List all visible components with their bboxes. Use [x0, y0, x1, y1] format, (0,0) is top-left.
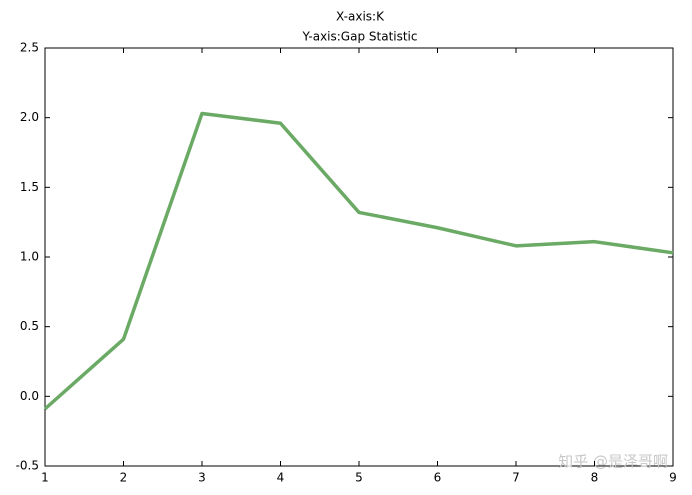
- x-tick-label: 5: [355, 471, 363, 485]
- plot-frame: [44, 47, 674, 467]
- data-line: [43, 111, 674, 411]
- watermark: 知乎 @是泽哥啊: [558, 453, 668, 471]
- y-tick-label: 1.0: [20, 250, 39, 264]
- y-tick-label: 2.5: [20, 41, 39, 55]
- x-tick-label: 4: [277, 471, 285, 485]
- x-tick-label: 1: [41, 471, 49, 485]
- x-tick-label: 7: [512, 471, 520, 485]
- x-tick-label: 6: [434, 471, 442, 485]
- y-tick-label: -0.5: [16, 459, 39, 473]
- y-tick-label: 2.0: [20, 110, 39, 124]
- chart-title: X-axis:K: [336, 10, 385, 24]
- x-tick-label: 9: [669, 471, 677, 485]
- x-tick-label: 8: [591, 471, 599, 485]
- x-tick-label: 3: [198, 471, 206, 485]
- y-tick-label: 0.0: [20, 389, 39, 403]
- y-tick-label: 1.5: [20, 180, 39, 194]
- chart-subtitle: Y-axis:Gap Statistic: [301, 30, 417, 44]
- x-tick-label: 2: [120, 471, 128, 485]
- y-tick-label: 0.5: [20, 319, 39, 333]
